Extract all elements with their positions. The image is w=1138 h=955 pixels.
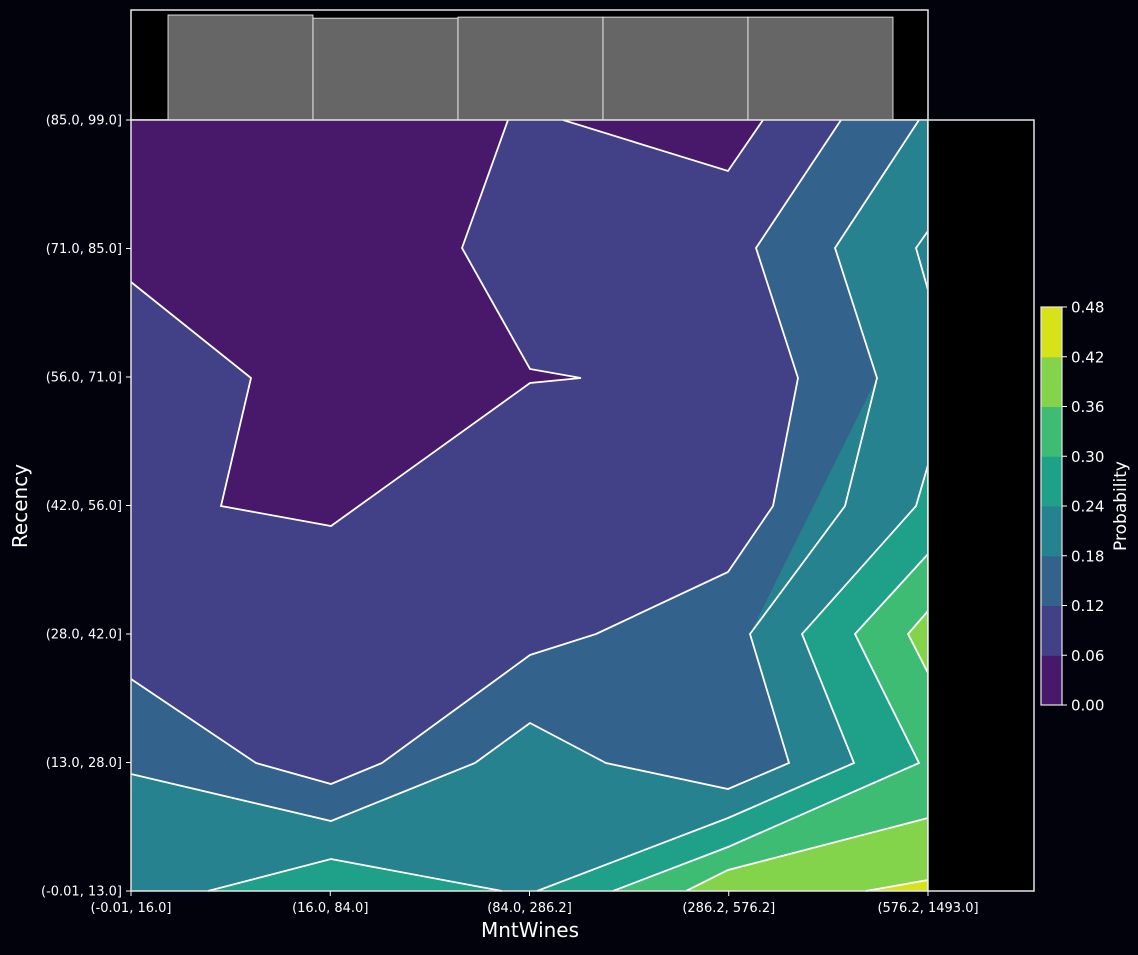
colorbar-segment [1041, 356, 1062, 407]
colorbar-tick-label: 0.24 [1071, 498, 1104, 516]
contour-line-7 [207, 858, 503, 892]
hist-bar [747, 16, 894, 121]
colorbar-segment [1041, 307, 1062, 358]
colorbar-segment [1041, 655, 1062, 706]
y-tick-label: (71.0, 85.0] [46, 242, 122, 257]
contour-line-11 [865, 879, 929, 892]
hist-bar [602, 16, 749, 121]
contour-line-8 [612, 553, 929, 892]
x-tick-label: (-0.01, 16.0] [91, 901, 172, 916]
colorbar-segment [1041, 506, 1062, 557]
hist-bar [457, 16, 604, 121]
colorbar-tick-label: 0.06 [1071, 647, 1104, 665]
contour-line-1 [562, 119, 764, 173]
x-axis-label: MntWines [481, 918, 579, 942]
contour-band-6 [686, 611, 928, 891]
x-tick-label: (576.2, 1493.0] [877, 901, 978, 916]
colorbar-tick-label: 0.12 [1071, 597, 1104, 615]
y-tick-label: (42.0, 56.0] [46, 499, 122, 514]
colorbar-label: Probability [1111, 461, 1131, 551]
colorbar-tick-label: 0.18 [1071, 547, 1104, 565]
y-tick-label: (13.0, 28.0] [46, 756, 122, 771]
contour-line-6 [536, 464, 929, 892]
colorbar: 0.00 0.06 0.12 0.18 0.24 0.30 0.36 0.42 0.48 Prob… [1040, 299, 1131, 715]
colorbar-segment [1041, 456, 1062, 507]
contour-line-0 [130, 119, 582, 527]
colorbar-segment [1041, 605, 1062, 656]
y-tick-label: (56.0, 71.0] [46, 371, 122, 386]
hist-bar [167, 14, 314, 121]
contour-line-5 [915, 230, 929, 291]
hist-bar [312, 17, 459, 121]
contour-line-2 [130, 119, 842, 785]
x-tick-label: (84.0, 286.2] [487, 901, 572, 916]
contour-band-5 [613, 554, 928, 891]
colorbar-segment [1041, 555, 1062, 606]
right-marginal-panel [927, 119, 1035, 892]
contour-plot-area [130, 119, 929, 892]
contour-line-9 [906, 610, 929, 674]
contour-band-2 [131, 120, 928, 891]
top-marginal-histogram [130, 9, 929, 121]
x-tick-label: (16.0, 84.0] [292, 901, 368, 916]
y-tick-label: (-0.01, 13.0] [41, 885, 122, 900]
y-tick-label: (28.0, 42.0] [46, 628, 122, 643]
colorbar-tick-label: 0.36 [1071, 398, 1104, 416]
colorbar-tick-label: 0.48 [1071, 299, 1104, 317]
y-axis-label: Recency [8, 464, 32, 548]
contour-line-10 [685, 817, 929, 892]
axes: (-0.01, 16.0] (16.0, 84.0] (84.0, 286.2] (2… [8, 114, 1035, 942]
colorbar-tick-label: 0.00 [1071, 697, 1104, 715]
x-tick-label: (286.2, 576.2] [682, 901, 775, 916]
y-tick-label: (85.0, 99.0] [46, 114, 122, 129]
colorbar-segment [1041, 406, 1062, 457]
colorbar-tick-label: 0.30 [1071, 448, 1104, 466]
colorbar-tick-label: 0.42 [1071, 348, 1104, 366]
contour-line-3 [130, 119, 920, 822]
